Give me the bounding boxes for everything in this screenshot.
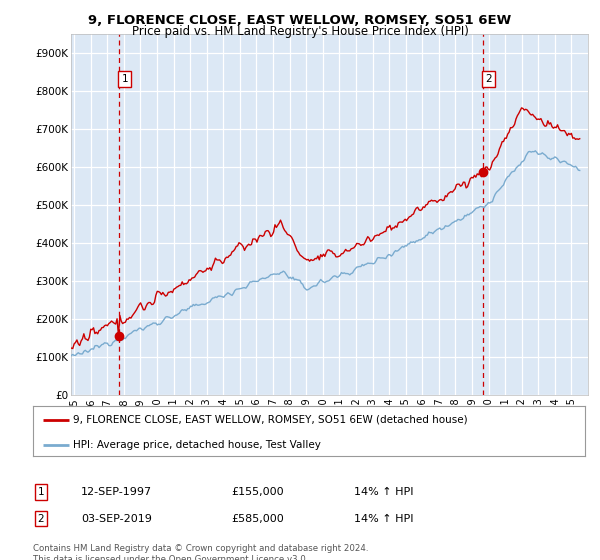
Text: £585,000: £585,000 — [231, 514, 284, 524]
Text: 1: 1 — [37, 487, 44, 497]
Text: 14% ↑ HPI: 14% ↑ HPI — [354, 514, 413, 524]
Text: 12-SEP-1997: 12-SEP-1997 — [81, 487, 152, 497]
Text: HPI: Average price, detached house, Test Valley: HPI: Average price, detached house, Test… — [73, 440, 321, 450]
Text: 9, FLORENCE CLOSE, EAST WELLOW, ROMSEY, SO51 6EW: 9, FLORENCE CLOSE, EAST WELLOW, ROMSEY, … — [88, 14, 512, 27]
Text: 14% ↑ HPI: 14% ↑ HPI — [354, 487, 413, 497]
Text: Price paid vs. HM Land Registry's House Price Index (HPI): Price paid vs. HM Land Registry's House … — [131, 25, 469, 38]
Text: 03-SEP-2019: 03-SEP-2019 — [81, 514, 152, 524]
Text: 2: 2 — [37, 514, 44, 524]
Text: Contains HM Land Registry data © Crown copyright and database right 2024.
This d: Contains HM Land Registry data © Crown c… — [33, 544, 368, 560]
Text: 2: 2 — [485, 74, 492, 84]
Text: £155,000: £155,000 — [231, 487, 284, 497]
Text: 9, FLORENCE CLOSE, EAST WELLOW, ROMSEY, SO51 6EW (detached house): 9, FLORENCE CLOSE, EAST WELLOW, ROMSEY, … — [73, 414, 468, 424]
Text: 1: 1 — [121, 74, 128, 84]
